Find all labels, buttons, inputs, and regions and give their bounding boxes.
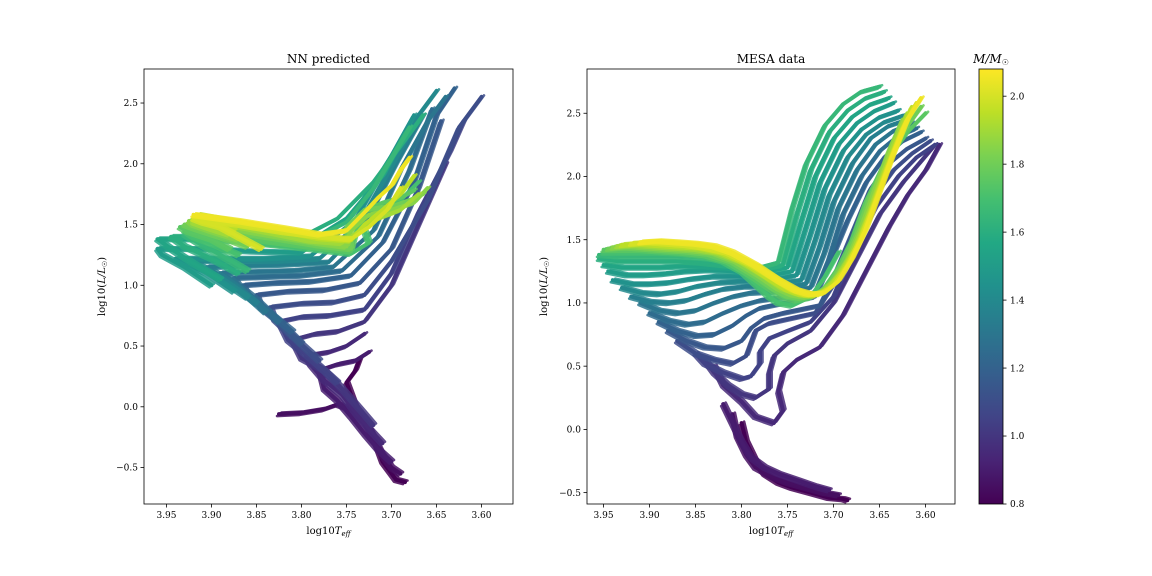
track-series-mass-1.05-band1 bbox=[696, 142, 939, 379]
track-series-mass-1.10-band1 bbox=[678, 138, 934, 364]
x-tick-label: 3.65 bbox=[426, 511, 446, 521]
track-series-mass-1.85-band2 bbox=[609, 120, 902, 300]
track-series-mass-1.75-band2 bbox=[600, 114, 925, 304]
nn-xlabel: log10Teff bbox=[306, 526, 351, 538]
x-tick-label: 3.90 bbox=[640, 511, 660, 521]
y-tick-label: 1.0 bbox=[124, 281, 139, 291]
track-series-mass-2.05-band2 bbox=[190, 158, 409, 238]
track-series-mass-1.30-band1 bbox=[221, 94, 450, 312]
nn-axes-frame bbox=[143, 68, 514, 505]
y-tick-label: 0.5 bbox=[124, 342, 139, 352]
nn-plot-area bbox=[154, 85, 486, 486]
nn-panel-title: NN predicted bbox=[287, 52, 370, 66]
track-series-mass-0.90-band2 bbox=[316, 352, 391, 465]
nn-ticks: 3.95 3.90 3.85 3.80 3.75 3.70 3.65 3.60 −0.5 0.0 0… bbox=[116, 99, 492, 521]
track-series-mass-2.05-band1 bbox=[641, 95, 925, 294]
x-tick-label: 3.95 bbox=[156, 511, 176, 521]
y-tick-label: −0.5 bbox=[559, 489, 581, 499]
mesa-ticks: 3.95 3.90 3.85 3.80 3.75 3.70 3.65 3.60 −0.5 0.0 0… bbox=[559, 109, 936, 521]
colorbar-tick-label: 2.0 bbox=[1010, 92, 1025, 102]
mesa-axes-frame bbox=[586, 68, 956, 505]
colorbar: 0.8 1.0 1.2 1.4 1.6 1.8 2.0 M/M☉ bbox=[972, 52, 1024, 510]
x-tick-label: 3.90 bbox=[201, 511, 221, 521]
colorbar-label: M/M☉ bbox=[972, 52, 1009, 67]
y-tick-label: −0.5 bbox=[116, 464, 138, 474]
nn-panel: NN predicted 3.95 3.90 3.85 3.80 3.75 3.70 3.6… bbox=[97, 52, 514, 538]
y-tick-label: 2.0 bbox=[124, 160, 139, 170]
y-tick-label: 1.0 bbox=[567, 299, 582, 309]
mesa-panel: MESA data 3.95 3.90 3.85 3.80 3.75 3.70 3.65 3.… bbox=[539, 52, 956, 538]
colorbar-tick-label: 0.8 bbox=[1010, 500, 1025, 510]
track-series-mass-1.00-band2 bbox=[701, 145, 935, 402]
track-series-mass-1.05-band2 bbox=[692, 145, 935, 383]
track-series-mass-1.80-band2 bbox=[604, 107, 921, 302]
x-tick-label: 3.65 bbox=[870, 511, 890, 521]
x-tick-label: 3.70 bbox=[381, 511, 401, 521]
track-series-mass-0.85-band2 bbox=[729, 414, 838, 499]
mesa-panel-title: MESA data bbox=[737, 52, 806, 66]
nn-ylabel: log10(L/L☉) bbox=[97, 257, 109, 316]
x-tick-label: 3.80 bbox=[291, 511, 311, 521]
track-series-mass-0.90-band1 bbox=[724, 401, 833, 490]
x-tick-label: 3.60 bbox=[916, 511, 936, 521]
x-tick-label: 3.60 bbox=[471, 511, 491, 521]
track-series-mass-1.05-band2 bbox=[275, 121, 463, 386]
colorbar-tick-label: 1.6 bbox=[1010, 228, 1025, 238]
y-tick-label: 1.5 bbox=[567, 236, 582, 246]
x-tick-label: 3.75 bbox=[778, 511, 798, 521]
y-tick-label: 2.0 bbox=[567, 173, 582, 183]
colorbar-gradient bbox=[978, 68, 1004, 505]
x-tick-label: 3.85 bbox=[246, 511, 266, 521]
track-series-mass-1.85-band2 bbox=[185, 188, 427, 250]
track-series-mass-1.00-band1 bbox=[293, 161, 450, 425]
y-tick-label: 0.0 bbox=[567, 426, 582, 436]
colorbar-ticks: 0.8 1.0 1.2 1.4 1.6 1.8 2.0 bbox=[1003, 92, 1025, 510]
colorbar-tick-label: 1.8 bbox=[1010, 160, 1025, 170]
track-series-mass-0.90 bbox=[721, 402, 831, 493]
colorbar-tick-label: 1.0 bbox=[1010, 432, 1025, 442]
track-series-mass-2.05-band2 bbox=[637, 98, 921, 298]
track-series-mass-0.95-band2 bbox=[710, 145, 939, 427]
mesa-plot-area bbox=[595, 83, 944, 504]
x-tick-label: 3.80 bbox=[732, 511, 752, 521]
track-series-mass-0.90-band2 bbox=[719, 404, 829, 494]
track-series-mass-2.00-band2 bbox=[190, 188, 400, 253]
y-tick-label: 1.5 bbox=[124, 221, 139, 231]
mesa-xlabel: log10Teff bbox=[749, 526, 794, 538]
y-tick-label: 0.5 bbox=[567, 362, 582, 372]
x-tick-label: 3.85 bbox=[686, 511, 706, 521]
y-tick-label: 2.5 bbox=[567, 109, 582, 119]
colorbar-tick-label: 1.4 bbox=[1010, 296, 1025, 306]
x-tick-label: 3.95 bbox=[594, 511, 614, 521]
y-tick-label: 2.5 bbox=[124, 99, 139, 109]
colorbar-tick-label: 1.2 bbox=[1010, 364, 1024, 374]
x-tick-label: 3.70 bbox=[824, 511, 844, 521]
track-series-mass-0.90-band1 bbox=[320, 349, 396, 462]
x-tick-label: 3.75 bbox=[336, 511, 356, 521]
y-tick-label: 0.0 bbox=[124, 403, 139, 413]
track-series-mass-0.95-band2 bbox=[302, 334, 382, 447]
track-series-mass-1.75-band2 bbox=[176, 191, 414, 255]
mesa-ylabel: log10(L/L☉) bbox=[539, 257, 551, 316]
